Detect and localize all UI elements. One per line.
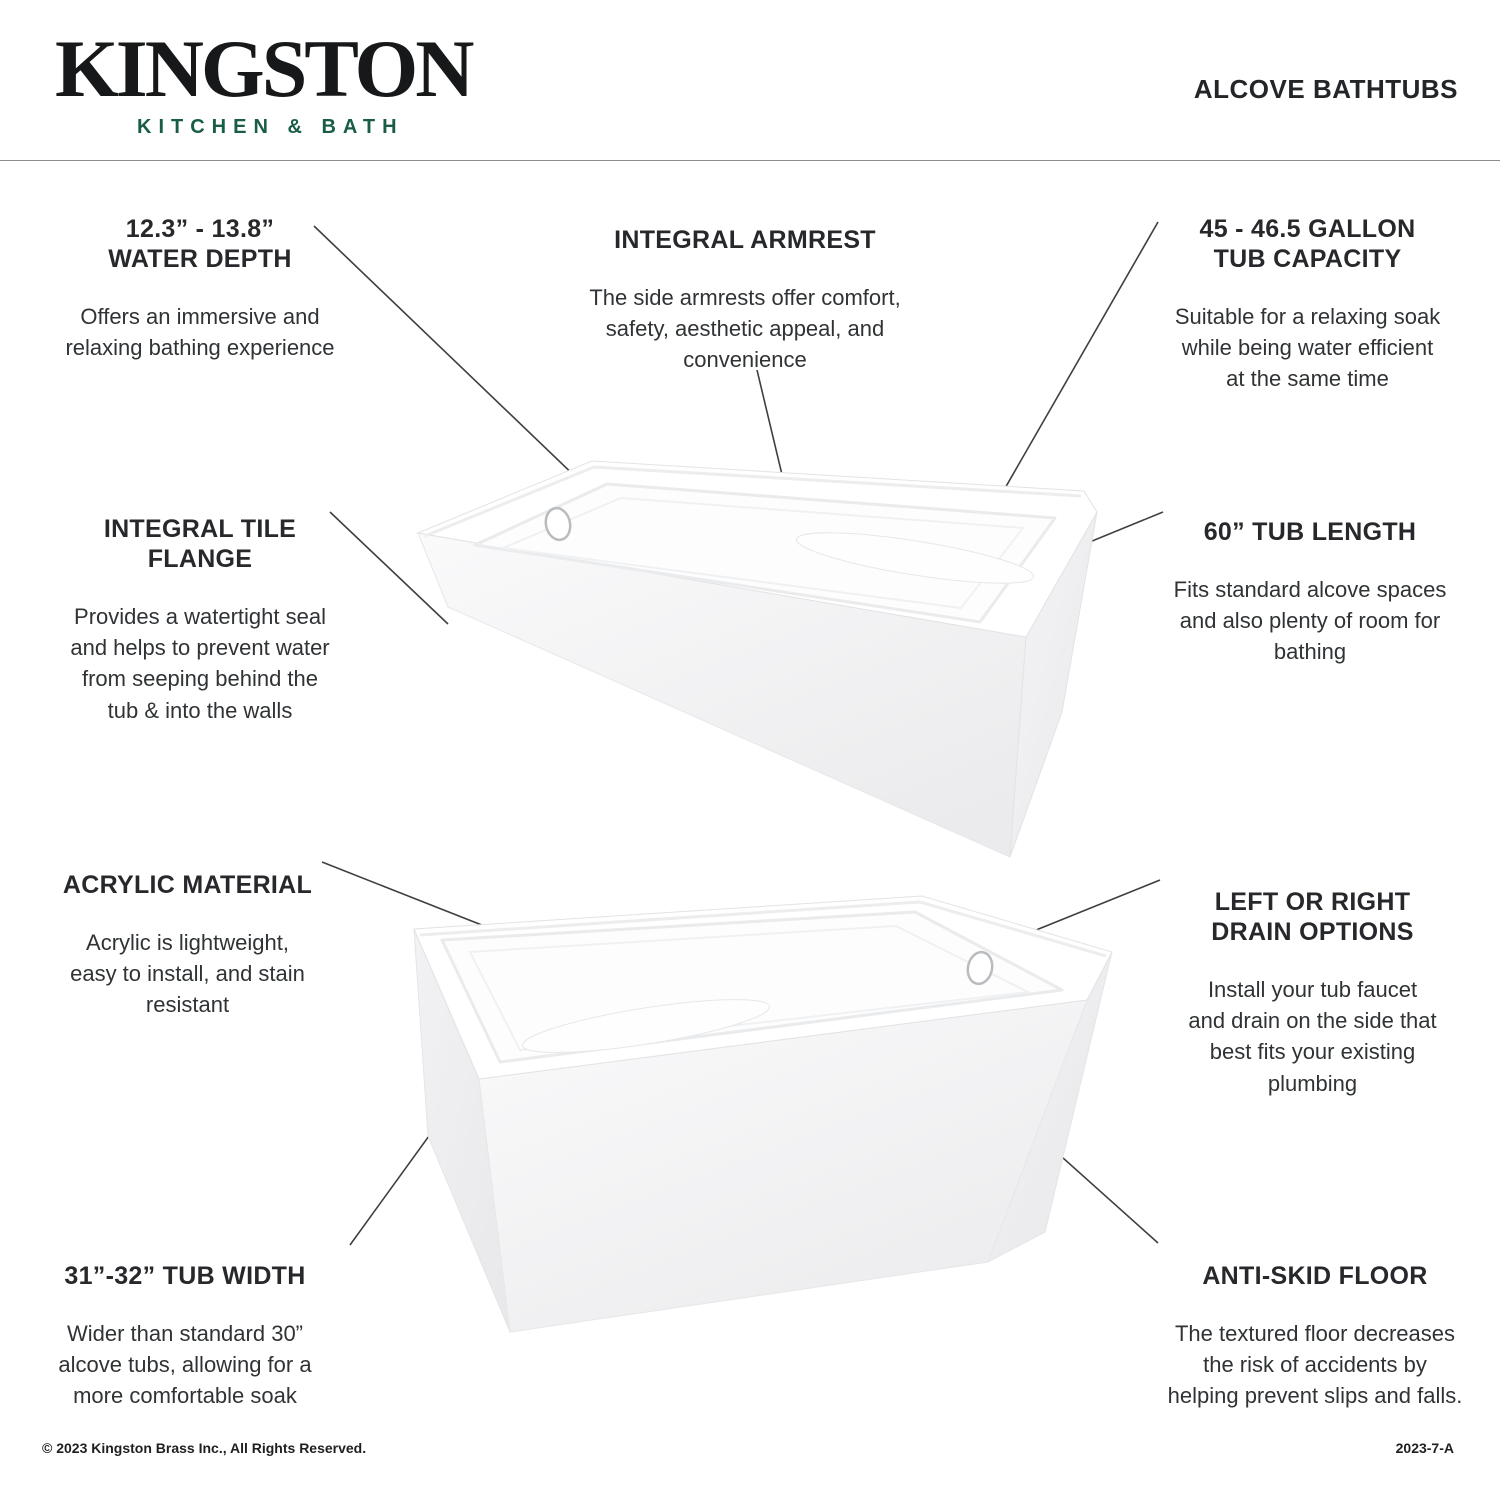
callout-body: Fits standard alcove spaces and also ple… — [1173, 577, 1447, 665]
armrest-ridge — [522, 999, 770, 1053]
callout-water-depth: 12.3” - 13.8” WATER DEPTH Offers an imme… — [30, 196, 370, 381]
brand-logo: KINGSTON KITCHEN & BATH — [55, 28, 475, 139]
callout-body: Offers an immersive and relaxing bathing… — [65, 304, 335, 361]
callout-body: Suitable for a relaxing soak while being… — [1174, 304, 1441, 392]
callout-title: ANTI-SKID FLOOR — [1202, 1262, 1428, 1290]
callout-title: INTEGRAL TILE FLANGE — [103, 515, 297, 573]
tile-flange-lip — [419, 900, 1107, 958]
brand-name: KINGSTON — [55, 23, 475, 114]
footer-doc-code: 2023-7-A — [1395, 1440, 1454, 1456]
callout-body: The textured floor decreases the risk of… — [1167, 1321, 1463, 1409]
callout-anti-skid-floor: ANTI-SKID FLOOR The textured floor decre… — [1130, 1243, 1500, 1430]
line-tile-flange — [329, 511, 449, 625]
bathtub-illustration-top — [416, 460, 1098, 858]
callout-drain-options: LEFT OR RIGHT DRAIN OPTIONS Install your… — [1135, 869, 1490, 1117]
callout-title: LEFT OR RIGHT DRAIN OPTIONS — [1211, 888, 1414, 946]
callout-tub-capacity: 45 - 46.5 GALLON TUB CAPACITY Suitable f… — [1135, 196, 1480, 413]
callout-body: Provides a watertight seal and helps to … — [70, 604, 330, 723]
tub-basin — [473, 482, 1057, 624]
callout-title: 31”-32” TUB WIDTH — [64, 1262, 306, 1290]
callout-acrylic-material: ACRYLIC MATERIAL Acrylic is lightweight,… — [15, 852, 360, 1039]
drain-hole-left — [544, 506, 572, 542]
callout-body: The side armrests offer comfort, safety,… — [589, 285, 901, 373]
callout-tub-length: 60” TUB LENGTH Fits standard alcove spac… — [1135, 499, 1485, 686]
brand-tagline: KITCHEN & BATH — [137, 116, 404, 138]
header-divider — [0, 160, 1500, 161]
tile-flange-lip — [424, 465, 1082, 538]
callout-body: Acrylic is lightweight, easy to install,… — [70, 930, 305, 1018]
armrest-ridge — [795, 532, 1035, 584]
footer-copyright: © 2023 Kingston Brass Inc., All Rights R… — [42, 1440, 367, 1456]
callout-title: 12.3” - 13.8” WATER DEPTH — [108, 215, 292, 273]
drain-hole-right — [966, 950, 994, 986]
basin-water-line — [499, 496, 1025, 610]
callout-title: INTEGRAL ARMREST — [614, 226, 876, 254]
bathtub-illustration-bottom — [413, 895, 1113, 1333]
callout-body: Install your tub faucet and drain on the… — [1188, 977, 1437, 1096]
callout-title: ACRYLIC MATERIAL — [62, 871, 313, 899]
callout-tub-width: 31”-32” TUB WIDTH Wider than standard 30… — [10, 1243, 360, 1430]
callout-integral-armrest: INTEGRAL ARMREST The side armrests offer… — [555, 207, 935, 394]
callout-title: 45 - 46.5 GALLON TUB CAPACITY — [1199, 215, 1416, 273]
page-title: ALCOVE BATHTUBS — [1193, 74, 1458, 104]
callout-title: 60” TUB LENGTH — [1203, 518, 1417, 546]
basin-water-line — [468, 924, 1032, 1052]
callout-tile-flange: INTEGRAL TILE FLANGE Provides a watertig… — [30, 496, 370, 744]
callout-body: Wider than standard 30” alcove tubs, all… — [58, 1321, 312, 1409]
